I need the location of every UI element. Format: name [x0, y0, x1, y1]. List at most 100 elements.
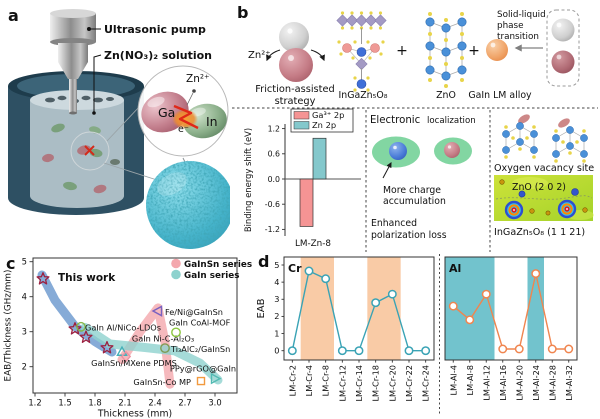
- scatter-legend-label: GaInSn series: [184, 260, 252, 270]
- doping-y-tick-label: 5: [274, 260, 279, 270]
- scatter-legend-swatch: [171, 269, 181, 280]
- scatter-point: [210, 372, 222, 385]
- data-point-cr: [287, 346, 297, 356]
- friction-arrow-right: [310, 49, 325, 62]
- electronic-localization: Electronic localization More charge accu…: [370, 115, 476, 241]
- category-label: LM-Al-12: [481, 365, 491, 401]
- igzo-label: InGaZn₅O₈: [339, 90, 388, 101]
- scatter-x-tick-label: 1.5: [58, 398, 71, 408]
- bar-y-tick-label: 0.6: [268, 150, 280, 159]
- category-label: LM-Cr-4: [304, 365, 314, 396]
- porous-microsphere: [146, 161, 230, 249]
- chart-eab-doping: d LM-Cr-2 LM-Cr-4 LM-Cr-8 LM-Cr-12 LM-Cr-14 L…: [256, 252, 578, 416]
- pump-annotation: Ultrasonic pump: [87, 23, 206, 36]
- in-droplet-label: In: [206, 114, 218, 129]
- this-work-annotation: This work: [58, 272, 116, 284]
- scatter-point-label: GaInSn/MXene PDMS: [91, 358, 177, 368]
- scatter-x-tick-label: 2.4: [148, 398, 161, 408]
- vacancy-blob-2: [558, 118, 570, 128]
- this-work-star-marker: [79, 330, 93, 343]
- scatter-x-tick-label: 3.0: [208, 398, 221, 408]
- scatter-point-label: GaInSn-Co MP: [133, 377, 191, 387]
- friction-strategy: Zn²⁺ Friction-assisted strategy: [248, 22, 335, 107]
- doping-y-tick-label: 0: [274, 346, 279, 356]
- scatter-y-axis-title: EAB/Thickness (GHz/mm): [4, 270, 14, 382]
- panel-d-letter: d: [258, 252, 269, 271]
- trend-band-gain: [80, 323, 223, 385]
- solution-annotation: Zn(NO₃)₂ solution: [92, 49, 212, 115]
- scatter-point-label: GaIn CoAl-MOF: [169, 318, 231, 328]
- data-point-cr: [304, 266, 314, 276]
- category-label: LM-Al-24: [531, 365, 541, 401]
- loss-caption-1: Enhanced: [371, 218, 417, 229]
- scatter-point-label: Fe/Ni@GaInSn: [165, 307, 223, 317]
- scatter-point: [76, 321, 86, 332]
- scatter-point: [151, 305, 163, 317]
- scatter-point: [120, 350, 132, 363]
- scatter-x-tick-label: 2.7: [178, 398, 191, 408]
- data-point-al: [465, 315, 475, 325]
- data-point-al: [547, 344, 557, 354]
- friction-caption-1: Friction-assisted: [255, 84, 335, 95]
- vacancy-blob-1: [518, 114, 530, 124]
- zno-label: ZnO: [436, 90, 456, 101]
- category-label: LM-Al-32: [564, 365, 574, 401]
- data-line-al: [452, 273, 569, 350]
- data-point-cr: [321, 274, 331, 284]
- trend-band-this-work: [37, 270, 117, 357]
- scatter-point: [116, 345, 128, 356]
- pump-label: Ultrasonic pump: [104, 23, 206, 36]
- phase-caption-2: phase: [497, 21, 524, 31]
- series-title-cr: Cr: [288, 262, 302, 275]
- scatter-point: [160, 343, 170, 354]
- localization-title-main: Electronic: [370, 115, 420, 126]
- category-label: LM-Al-16: [498, 365, 508, 401]
- scatter-point: [171, 327, 181, 338]
- lm-reaction-inset: Ga In e⁻ Zn²⁺: [137, 65, 229, 157]
- panel-b-schematic: b Zn²⁺ Friction-assisted strategy: [232, 3, 598, 252]
- doping-line-plots: LM-Cr-2 LM-Cr-4 LM-Cr-8 LM-Cr-12 LM-Cr-14 LM-…: [256, 254, 578, 416]
- bar-legend-label: Ga³⁺ 2p: [312, 110, 344, 120]
- category-label: LM-Cr-18: [371, 365, 381, 402]
- data-point-al: [448, 301, 458, 311]
- panel-b-letter: b: [237, 3, 248, 22]
- data-point-cr: [404, 346, 414, 356]
- scatter-x-tick-label: 2.1: [118, 398, 131, 408]
- category-label: LM-Cr-22: [404, 365, 414, 402]
- zno-plane-label: ZnO (2 0 2): [512, 182, 566, 193]
- doping-y-tick-label: 3: [274, 294, 279, 304]
- scatter-point-label: GaIn Ni-C-Al₂O₃: [132, 333, 194, 343]
- data-point-al: [498, 344, 508, 354]
- localization-title-sub: localization: [427, 116, 476, 126]
- electron-label: e⁻: [178, 124, 189, 135]
- bar-y-tick-label: -0.6: [265, 200, 280, 209]
- data-point-cr: [354, 346, 364, 356]
- interface-dashed-line: [495, 195, 593, 200]
- data-point-al: [514, 344, 524, 354]
- category-label: LM-Al-4: [448, 365, 458, 395]
- highlight-band: [367, 257, 401, 360]
- bar-y-axis-title: Binding energy shift (eV): [243, 128, 253, 232]
- data-point-al: [531, 269, 541, 279]
- charge-caption-1: More charge: [383, 185, 441, 196]
- reaction-x-mark: [84, 145, 95, 156]
- plus-sign-1: +: [396, 43, 408, 59]
- scatter-x-axis-title: Thickness (mm): [97, 409, 172, 419]
- bar-x-category-label: LM-Zn-8: [295, 239, 331, 249]
- zn-ion-label-b: Zn²⁺: [248, 50, 270, 61]
- lm-alloy: [486, 39, 508, 61]
- charge-caption-2: accumulation: [383, 196, 446, 207]
- scatter-point: [196, 376, 206, 386]
- solid-phase-box: [546, 9, 580, 87]
- category-label: LM-Cr-20: [387, 365, 397, 402]
- series-title-al: Al: [449, 262, 461, 275]
- data-point-cr: [421, 346, 431, 356]
- panel-c-letter: c: [6, 254, 15, 273]
- scatter-y-tick-label: 2: [22, 362, 27, 372]
- scatter-legend-swatch: [171, 258, 181, 269]
- scatter-legend-label: GaIn series: [184, 271, 240, 281]
- vacancy-site-label: Oxygen vacancy site: [494, 163, 594, 174]
- data-point-cr: [371, 298, 381, 308]
- panel-a-letter: a: [8, 6, 19, 25]
